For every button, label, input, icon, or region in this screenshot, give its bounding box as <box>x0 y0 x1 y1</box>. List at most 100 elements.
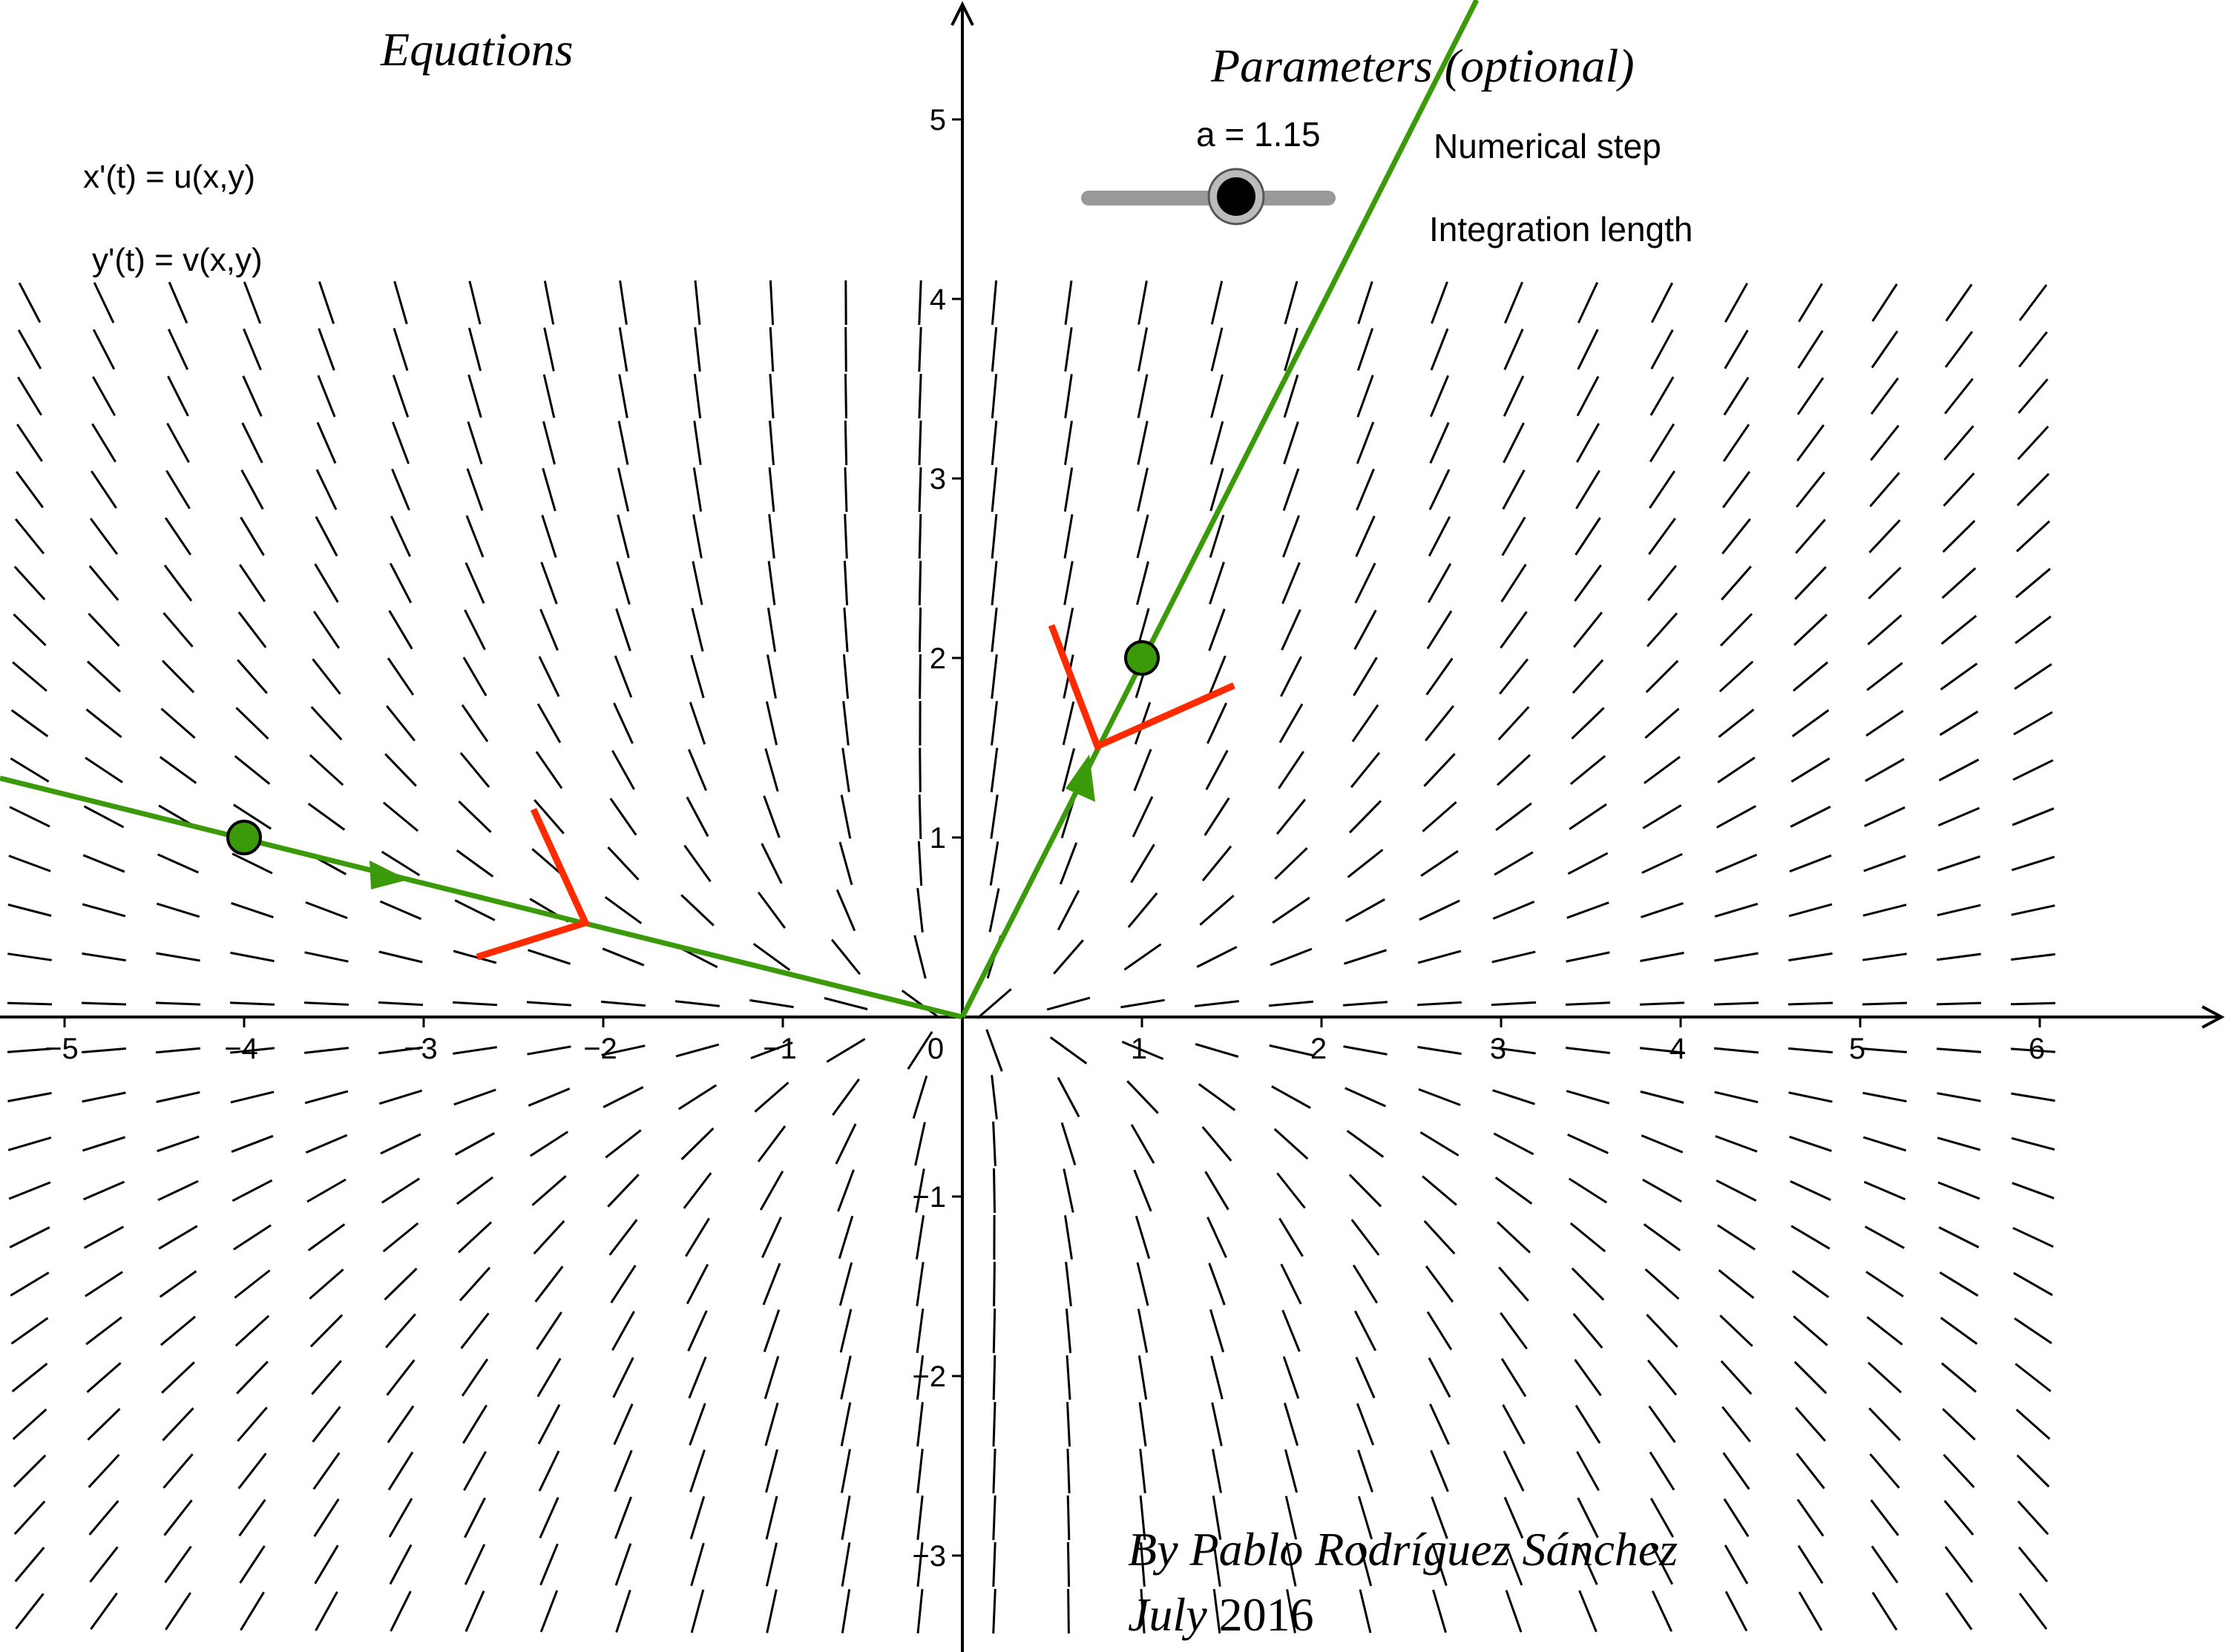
field-segment <box>1716 1179 1757 1202</box>
field-segment <box>1053 939 1084 975</box>
field-segment <box>536 703 562 743</box>
y-equation[interactable]: y'(t) = v(x,y) <box>92 242 263 278</box>
field-segment <box>1342 1001 1388 1007</box>
integration-length-label[interactable]: Integration length <box>1429 210 1693 249</box>
field-segment <box>991 280 998 326</box>
field-segment <box>539 1543 559 1586</box>
field-segment <box>1136 514 1149 559</box>
field-segment <box>918 513 922 559</box>
field-segment <box>993 1168 996 1214</box>
eigenvector-markers <box>476 624 1235 961</box>
field-segment <box>1936 1001 1982 1006</box>
field-segment <box>916 1449 924 1493</box>
field-segment <box>1938 1226 1980 1248</box>
field-segment <box>1063 561 1074 605</box>
field-segment <box>385 1313 416 1349</box>
field-segment <box>1278 751 1304 789</box>
slider-knob[interactable] <box>1217 177 1255 216</box>
field-segment <box>312 611 341 649</box>
field-segment <box>1353 1310 1377 1352</box>
field-segment <box>764 748 779 792</box>
field-segment <box>1428 1357 1451 1398</box>
initial-points[interactable] <box>226 640 1160 855</box>
field-segment <box>157 1135 200 1153</box>
field-segment <box>1944 378 1974 415</box>
field-segment <box>1205 749 1229 791</box>
field-segment <box>237 659 268 694</box>
field-segment <box>2017 1546 2049 1583</box>
field-segment <box>1719 1314 1753 1347</box>
x-equation[interactable]: x'(t) = u(x,y) <box>83 159 256 195</box>
field-segment <box>918 560 922 606</box>
field-segment <box>388 610 413 650</box>
field-segment <box>467 421 483 465</box>
field-segment <box>1798 1591 1823 1631</box>
field-segment <box>1795 1406 1826 1442</box>
field-segment <box>1649 1498 1675 1538</box>
field-segment <box>1714 902 1759 918</box>
field-segment <box>841 1589 851 1633</box>
trajectory-1-arrow <box>370 860 408 889</box>
field-segment <box>913 935 927 979</box>
field-segment <box>86 1362 122 1393</box>
field-segment <box>1057 1076 1080 1118</box>
field-segment <box>613 702 634 744</box>
field-segment <box>463 1451 487 1491</box>
field-segment <box>991 561 998 605</box>
field-segment <box>1419 899 1460 921</box>
field-segment <box>82 854 125 873</box>
field-segment <box>992 1121 997 1167</box>
field-segment <box>1939 710 1979 737</box>
field-segment <box>764 1355 780 1400</box>
field-segment <box>456 1176 493 1205</box>
field-segment <box>304 951 349 963</box>
field-segment <box>763 1309 781 1352</box>
field-segment <box>912 1075 928 1119</box>
field-segment <box>1565 1001 1611 1006</box>
field-segment <box>1871 1545 1899 1584</box>
field-segment <box>1788 903 1833 918</box>
field-segment <box>1644 755 1681 785</box>
field-segment <box>901 990 939 1018</box>
field-segment <box>1715 1135 1758 1153</box>
field-segment <box>1425 705 1454 742</box>
initial-point-2[interactable] <box>1124 640 1160 676</box>
field-segment <box>841 748 850 792</box>
field-segment <box>384 753 417 787</box>
field-segment <box>907 1030 933 1070</box>
field-segment <box>841 1542 851 1587</box>
field-segment <box>305 1133 348 1154</box>
field-segment <box>88 1500 119 1536</box>
field-segment <box>318 328 335 371</box>
field-segment <box>1423 753 1456 787</box>
field-segment <box>464 1544 486 1585</box>
field-segment <box>1500 563 1527 603</box>
field-segment <box>915 1168 925 1213</box>
field-segment <box>607 846 640 881</box>
field-segment <box>453 950 497 964</box>
field-segment <box>2017 378 2049 414</box>
numerical-step-label[interactable]: Numerical step <box>1434 127 1661 165</box>
field-segment <box>1868 567 1902 599</box>
field-segment <box>1717 1224 1756 1251</box>
field-segment <box>162 1407 194 1441</box>
field-segment <box>82 1180 125 1201</box>
field-segment <box>619 280 628 325</box>
field-segment <box>156 952 200 962</box>
field-segment <box>1417 950 1462 964</box>
field-segment <box>844 467 848 513</box>
field-segment <box>835 1123 857 1165</box>
slider-a[interactable] <box>1081 168 1336 226</box>
field-segment <box>1870 424 1900 461</box>
field-segment <box>381 1177 421 1204</box>
field-segment <box>992 1401 997 1447</box>
field-segment <box>93 282 115 323</box>
field-segment <box>1346 1130 1385 1158</box>
field-segment <box>10 1271 50 1297</box>
initial-point-1[interactable] <box>226 820 262 855</box>
field-segment <box>387 1451 414 1491</box>
field-segment <box>528 1087 571 1107</box>
field-segment <box>382 801 419 832</box>
field-segment <box>690 1542 705 1587</box>
